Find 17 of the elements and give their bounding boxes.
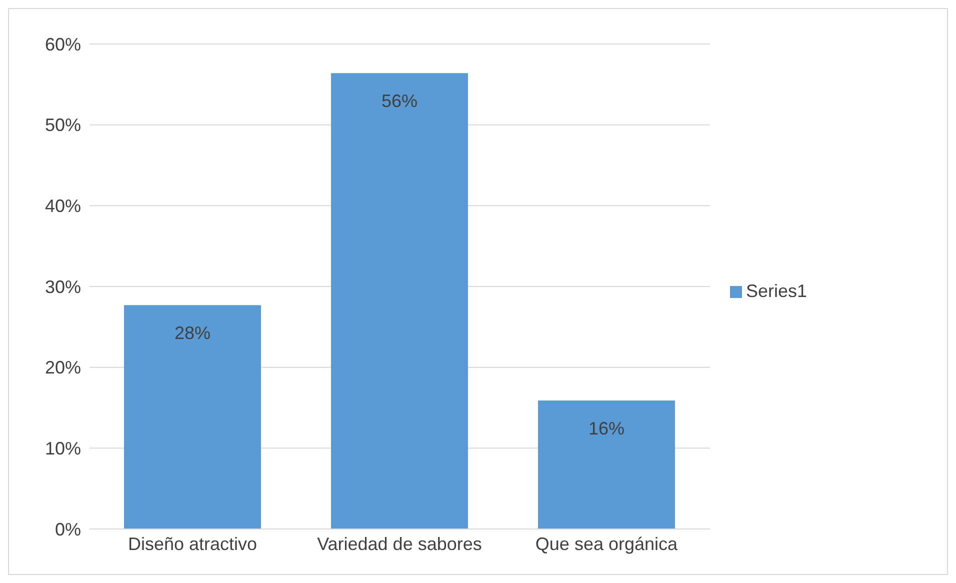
y-tick-label: 30% bbox=[44, 276, 81, 297]
data-label: 28% bbox=[174, 323, 211, 344]
x-tick-label: Diseño atractivo bbox=[128, 534, 258, 554]
y-tick-label: 40% bbox=[44, 196, 81, 216]
bar bbox=[330, 73, 468, 529]
bar bbox=[124, 305, 261, 529]
y-tick-label: 50% bbox=[44, 115, 81, 136]
data-label: 56% bbox=[381, 91, 418, 112]
bar bbox=[538, 400, 675, 529]
y-tick-label: 10% bbox=[44, 438, 81, 459]
y-tick-label: 0% bbox=[54, 519, 81, 540]
y-tick-label: 20% bbox=[44, 358, 81, 378]
y-tick-label: 60% bbox=[44, 34, 81, 54]
x-tick-label: Variedad de sabores bbox=[317, 534, 482, 554]
x-tick-label: Que sea orgánica bbox=[535, 534, 679, 554]
legend-label: Series1 bbox=[746, 281, 807, 301]
data-label: 16% bbox=[588, 418, 624, 438]
